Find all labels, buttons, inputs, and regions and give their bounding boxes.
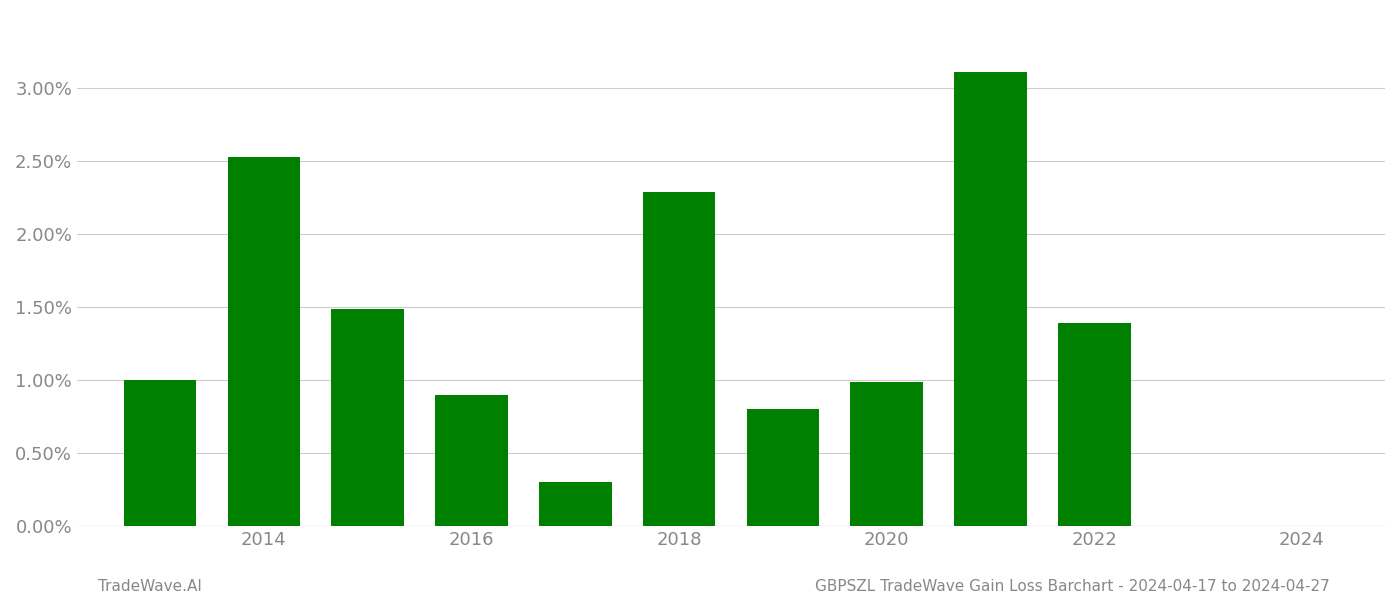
Text: GBPSZL TradeWave Gain Loss Barchart - 2024-04-17 to 2024-04-27: GBPSZL TradeWave Gain Loss Barchart - 20… [815, 579, 1330, 594]
Bar [746, 409, 819, 526]
Bar [955, 72, 1026, 526]
Text: TradeWave.AI: TradeWave.AI [98, 579, 202, 594]
Bar [1058, 323, 1131, 526]
Bar [539, 482, 612, 526]
Bar [850, 382, 923, 526]
Bar [435, 395, 508, 526]
Bar [643, 192, 715, 526]
Bar [228, 157, 300, 526]
Bar [332, 308, 405, 526]
Bar [123, 380, 196, 526]
